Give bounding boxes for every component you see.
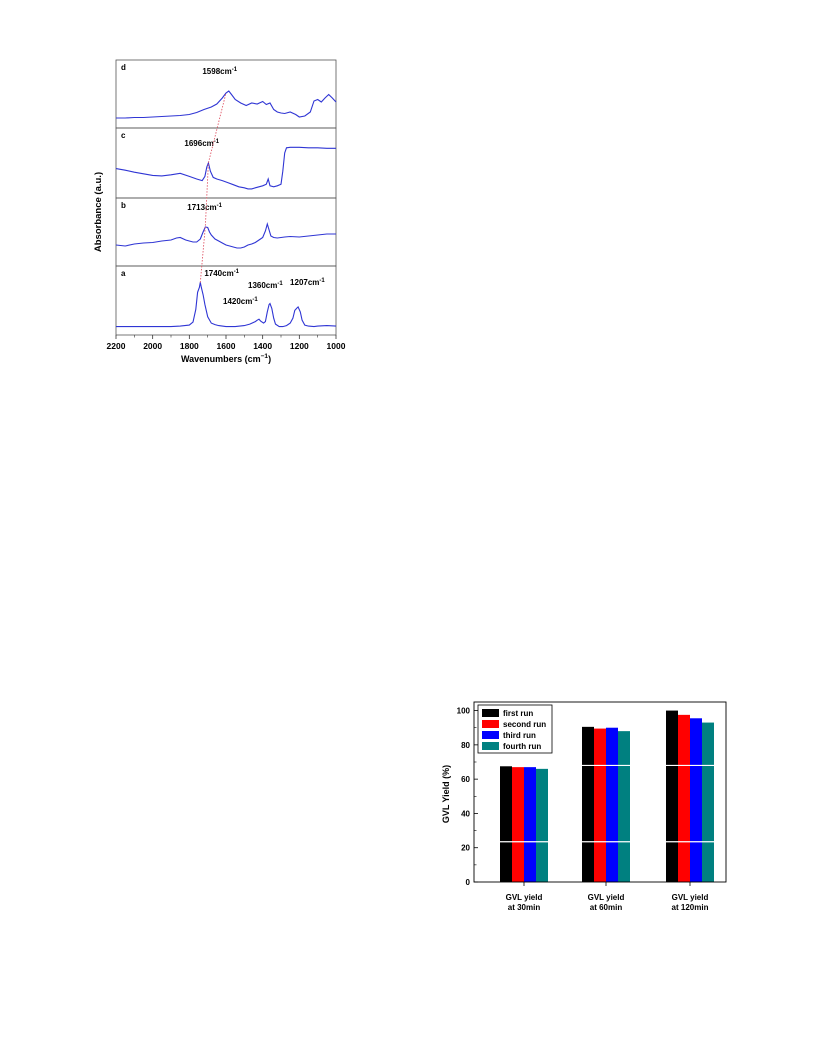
bar-first-run <box>500 766 512 882</box>
ftir-spectrum-line <box>115 221 336 249</box>
ftir-spectrum-line <box>116 90 337 119</box>
bar-y-tick-label: 20 <box>461 844 470 853</box>
bar-x-tick-label-line1: GVL yield <box>506 893 543 902</box>
bar-fourth-run <box>618 731 630 882</box>
ftir-x-tick-label: 1600 <box>217 341 236 351</box>
bar-third-run <box>690 718 702 882</box>
bar-y-tick-label: 0 <box>466 878 471 887</box>
ftir-peak-annotation-text: 1207cm <box>290 278 319 287</box>
bar-y-tick-label: 80 <box>461 741 470 750</box>
bar-series-group <box>475 710 725 882</box>
bar-legend-swatch <box>482 709 499 717</box>
ftir-peak-annotation-text: 1420cm <box>223 297 252 306</box>
ftir-panel-frame <box>115 127 337 199</box>
bar-legend-swatch <box>482 742 499 750</box>
bar-second-run <box>594 728 606 882</box>
ftir-x-tick-label: 2000 <box>143 341 162 351</box>
ftir-peak-annotation: 1696cm-1 <box>184 139 219 148</box>
ftir-peak-annotation-sup: -1 <box>252 297 258 303</box>
bar-legend-label: fourth run <box>503 742 541 751</box>
bar-y-tick-label: 60 <box>461 775 470 784</box>
ftir-peak-annotation-sup: -1 <box>214 139 220 145</box>
bar-legend: first run second run third run fourth run <box>477 704 553 754</box>
ftir-peak-annotation-text: 1713cm <box>187 203 216 212</box>
bar-first-run <box>666 710 678 882</box>
ftir-panel-label: c <box>121 131 126 140</box>
bar-x-tick-label-line2: at 60min <box>590 903 623 912</box>
ftir-peak-annotation-sup: -1 <box>234 269 240 275</box>
ftir-peak-annotation-sup: -1 <box>319 278 325 284</box>
ftir-spectrum-line <box>116 282 337 328</box>
bar-legend-label: third run <box>503 731 536 740</box>
ftir-x-tick-label: 1800 <box>180 341 199 351</box>
ftir-peak-annotation-sup: -1 <box>277 281 283 287</box>
bar-third-run <box>524 767 536 882</box>
ftir-spectrum-line <box>115 146 336 190</box>
bar-y-tick-label: 40 <box>461 809 470 818</box>
ftir-panel-frame <box>115 197 337 267</box>
bar-fourth-run <box>702 722 714 882</box>
ftir-peak-annotation-sup: -1 <box>232 67 238 73</box>
ftir-y-axis-label: Absorbance (a.u.) <box>93 172 104 252</box>
ftir-peak-annotation: 1740cm-1 <box>204 269 239 278</box>
bar-y-tick-label: 100 <box>457 707 471 716</box>
bar-x-tick-label-line2: at 30min <box>508 903 541 912</box>
bar-plot-frame <box>473 701 727 883</box>
bar-y-axis-label: GVL Yield (%) <box>441 765 451 823</box>
ftir-x-axis-label-close: ) <box>268 354 271 364</box>
bar-legend-swatch <box>482 720 499 728</box>
ftir-peak-annotation-text: 1740cm <box>204 269 233 278</box>
ftir-x-axis-label-text: Wavenumbers (cm <box>181 354 261 364</box>
ftir-peak-annotation-text: 1598cm <box>202 67 231 76</box>
bar-second-run <box>512 767 524 882</box>
bar-third-run <box>606 727 618 882</box>
ftir-x-axis-label: Wavenumbers (cm−1) <box>181 353 271 364</box>
ftir-peak-shift-guide <box>199 92 227 283</box>
bar-legend-label: first run <box>503 709 533 718</box>
ftir-panel-label: d <box>121 63 126 72</box>
bar-x-tick-label-line2: at 120min <box>672 903 709 912</box>
ftir-x-axis-label-sup: −1 <box>261 353 269 360</box>
ftir-peak-annotation-sup: -1 <box>217 203 223 209</box>
ftir-x-tick-label: 1200 <box>290 341 309 351</box>
ftir-peak-annotation: 1360cm-1 <box>248 281 283 290</box>
bar-x-tick-label-line1: GVL yield <box>672 893 709 902</box>
ftir-peak-annotation: 1207cm-1 <box>290 278 325 287</box>
bar-first-run <box>582 726 594 882</box>
ftir-panel-label: b <box>121 201 126 210</box>
bar-fourth-run <box>536 768 548 882</box>
ftir-peak-annotation-text: 1360cm <box>248 281 277 290</box>
bar-second-run <box>678 714 690 882</box>
ftir-x-axis: 2200 2000 1800 1600 1400 1200 1000 <box>107 335 346 351</box>
bar-x-tick-label-line1: GVL yield <box>588 893 625 902</box>
ftir-panel-label: a <box>121 269 126 278</box>
bar-legend-swatch <box>482 731 499 739</box>
ftir-peak-annotation: 1598cm-1 <box>202 67 237 76</box>
ftir-x-tick-label: 1000 <box>327 341 346 351</box>
ftir-x-tick-label: 2200 <box>107 341 126 351</box>
ftir-peak-annotation-text: 1696cm <box>184 139 213 148</box>
ftir-x-tick-label: 1400 <box>253 341 272 351</box>
ftir-peak-annotation: 1713cm-1 <box>187 203 222 212</box>
ftir-peak-annotation: 1420cm-1 <box>223 297 258 306</box>
bar-legend-label: second run <box>503 720 546 729</box>
